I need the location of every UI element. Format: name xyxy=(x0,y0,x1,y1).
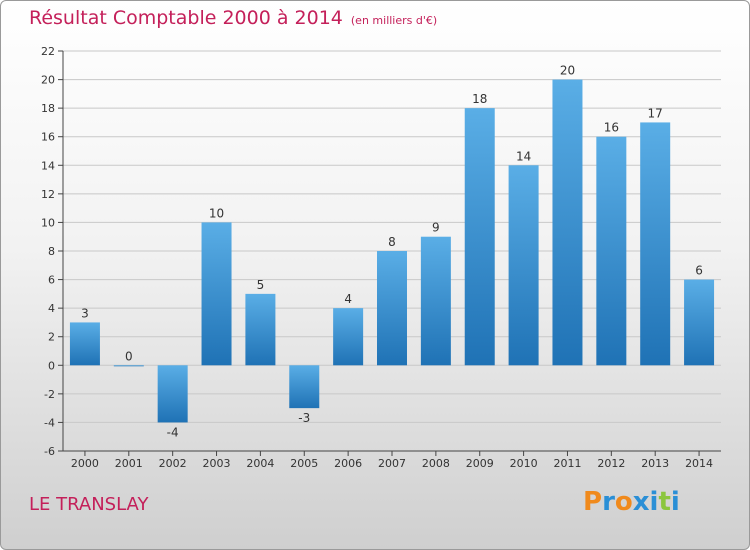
x-tick-label: 2000 xyxy=(71,457,99,470)
data-label: 9 xyxy=(432,221,440,235)
chart-title: Résultat Comptable 2000 à 2014 (en millie… xyxy=(29,7,437,29)
data-label: -4 xyxy=(167,425,179,439)
y-tick-label: 6 xyxy=(48,274,55,287)
logo-letter: i xyxy=(670,487,680,517)
x-tick-label: 2009 xyxy=(466,457,494,470)
y-tick-label: 10 xyxy=(41,216,55,229)
data-label: 20 xyxy=(560,64,575,78)
data-label: 5 xyxy=(257,278,265,292)
logo-letter: r xyxy=(602,487,615,517)
bar xyxy=(245,293,276,366)
data-label: 8 xyxy=(388,235,396,249)
x-tick-label: 2012 xyxy=(597,457,625,470)
y-tick-label: 16 xyxy=(41,131,55,144)
data-label: 3 xyxy=(81,306,89,320)
x-tick-label: 2004 xyxy=(246,457,274,470)
logo-letter: t xyxy=(658,487,671,517)
data-label: 10 xyxy=(209,206,224,220)
x-tick-label: 2010 xyxy=(510,457,538,470)
y-tick-label: 0 xyxy=(48,359,55,372)
bar xyxy=(157,365,188,423)
x-tick-label: 2005 xyxy=(290,457,318,470)
bar xyxy=(333,308,364,366)
bar xyxy=(684,279,715,366)
commune-name: LE TRANSLAY xyxy=(29,494,149,515)
bar xyxy=(201,222,232,366)
y-tick-label: 22 xyxy=(41,45,55,58)
x-tick-label: 2013 xyxy=(641,457,669,470)
y-tick-label: 18 xyxy=(41,102,55,115)
bar xyxy=(289,365,320,409)
proxiti-logo: Proxiti xyxy=(583,487,680,517)
bar xyxy=(420,236,451,366)
chart-subtitle: (en milliers d'€) xyxy=(350,14,438,27)
bar xyxy=(113,365,144,367)
x-tick-label: 2003 xyxy=(203,457,231,470)
bar xyxy=(640,122,671,366)
bar xyxy=(508,165,539,366)
x-tick-label: 2007 xyxy=(378,457,406,470)
x-tick-label: 2006 xyxy=(334,457,362,470)
y-tick-label: 8 xyxy=(48,245,55,258)
logo-letter: P xyxy=(583,487,603,517)
data-label: 17 xyxy=(648,106,663,120)
data-label: 14 xyxy=(516,149,531,163)
x-tick-label: 2008 xyxy=(422,457,450,470)
y-tick-label: -4 xyxy=(44,416,55,429)
data-label: 18 xyxy=(472,92,487,106)
bar xyxy=(69,322,100,366)
data-label: 6 xyxy=(695,264,703,278)
bar xyxy=(596,136,627,366)
data-label: 0 xyxy=(125,349,133,363)
data-label: -3 xyxy=(298,411,310,425)
bar xyxy=(464,108,495,366)
data-label: 16 xyxy=(604,121,619,135)
x-tick-label: 2001 xyxy=(115,457,143,470)
y-tick-label: 20 xyxy=(41,74,55,87)
y-tick-label: 12 xyxy=(41,188,55,201)
y-tick-label: -6 xyxy=(44,445,55,458)
logo-letter: x xyxy=(632,487,650,517)
data-label: 4 xyxy=(344,292,352,306)
bar xyxy=(377,251,407,366)
y-tick-label: 4 xyxy=(48,302,55,315)
x-tick-label: 2002 xyxy=(159,457,187,470)
y-tick-label: 2 xyxy=(48,331,55,344)
y-tick-label: 14 xyxy=(41,159,55,172)
logo-letter: i xyxy=(649,487,659,517)
x-tick-label: 2011 xyxy=(553,457,581,470)
bar xyxy=(552,79,583,366)
logo-letter: o xyxy=(614,487,633,517)
y-tick-label: -2 xyxy=(44,388,55,401)
x-tick-label: 2014 xyxy=(685,457,713,470)
chart-title-text: Résultat Comptable 2000 à 2014 xyxy=(29,7,343,29)
